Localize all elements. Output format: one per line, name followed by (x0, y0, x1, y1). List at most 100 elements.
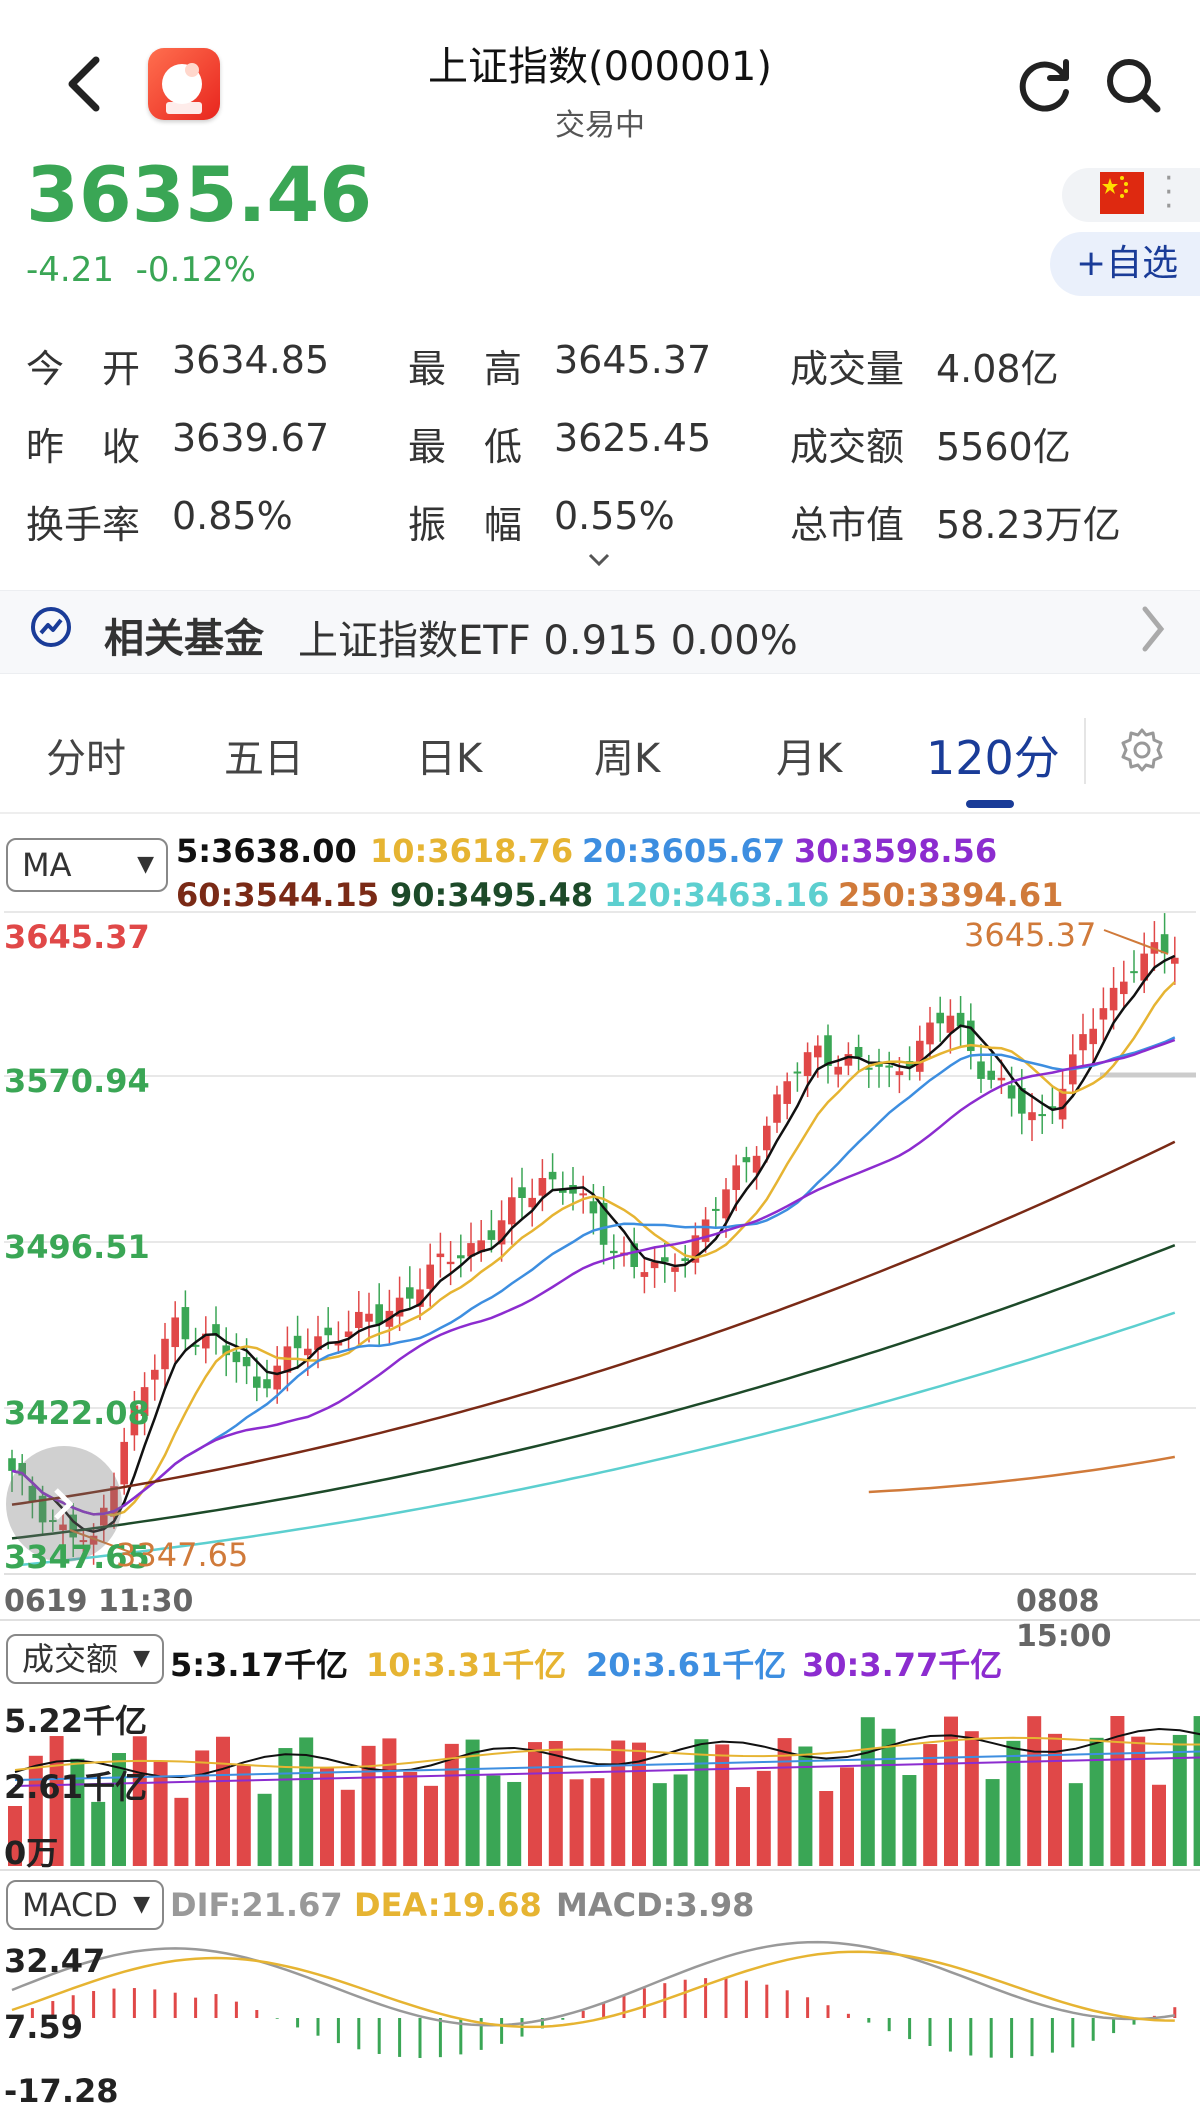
tab-2[interactable]: 日K (416, 736, 483, 782)
y-label-3: 3496.51 (4, 1228, 150, 1266)
tab-1[interactable]: 五日 (224, 736, 304, 782)
volume-bar (1131, 1736, 1146, 1866)
volume-bar (569, 1779, 584, 1866)
candle (1120, 981, 1128, 995)
candle (742, 1157, 751, 1163)
candle (242, 1356, 251, 1367)
candle (538, 1178, 547, 1196)
related-fund-bar[interactable] (0, 590, 1200, 674)
candle (865, 1067, 873, 1070)
candle (1028, 1112, 1036, 1121)
volume-bar (715, 1744, 730, 1866)
candle (191, 1344, 200, 1347)
volume-bar (985, 1779, 1000, 1866)
dropdown-caret-icon: ▼ (137, 852, 154, 877)
volume-bar (465, 1739, 480, 1866)
volume-bar (424, 1785, 438, 1866)
candle (1140, 953, 1148, 981)
candle (895, 1071, 904, 1076)
candle (671, 1267, 679, 1272)
ma-indicator-select[interactable]: MA ▼ (6, 838, 168, 892)
legend-item: 30:3.77千亿 (802, 1646, 1003, 1684)
candle (589, 1201, 598, 1214)
legend-item: DIF:21.67 (170, 1886, 343, 1924)
candle (528, 1197, 536, 1208)
volume-bar (278, 1748, 293, 1866)
macd-indicator-select[interactable]: MACD ▼ (6, 1880, 164, 1930)
app-logo-icon (162, 63, 202, 114)
candle (691, 1235, 700, 1263)
candle (1007, 1085, 1016, 1099)
volume-bar (902, 1775, 917, 1866)
candle (650, 1261, 659, 1269)
macd-indicator-label: MACD (22, 1886, 118, 1924)
candle (181, 1307, 190, 1340)
legend-item: 250:3394.61 (838, 876, 1064, 914)
candle (457, 1255, 465, 1259)
ma10-line (11, 981, 1176, 1517)
stat-value: 0.85% (172, 494, 293, 538)
search-button[interactable] (1102, 54, 1164, 116)
legend-item: 20:3.61千亿 (586, 1646, 787, 1684)
candle (824, 1035, 832, 1067)
change-value: -4.21 (26, 250, 114, 290)
chart-settings-button[interactable] (1118, 726, 1166, 774)
back-button[interactable] (62, 54, 106, 114)
candle (630, 1243, 638, 1268)
add-favorite-button[interactable]: +自选 (1050, 232, 1200, 296)
refresh-button[interactable] (1014, 54, 1076, 116)
candle (334, 1342, 343, 1346)
expand-chevron-icon[interactable] (587, 552, 611, 568)
ma20-line (11, 1036, 1176, 1516)
candle (854, 1046, 863, 1058)
volume-bar (1006, 1740, 1021, 1866)
tab-3[interactable]: 周K (594, 736, 661, 782)
stat-value: 3645.37 (554, 338, 712, 382)
ma60-line (11, 1140, 1176, 1506)
tab-5[interactable]: 120分 (926, 731, 1060, 785)
macd-y-mid: 7.59 (4, 2008, 83, 2046)
candle (977, 1061, 985, 1079)
candle (130, 1405, 139, 1436)
volume-bar (486, 1775, 501, 1866)
candle (1058, 1088, 1067, 1120)
candle (987, 1070, 995, 1080)
low-pointer-line (69, 1529, 131, 1553)
tab-0[interactable]: 分时 (46, 736, 126, 782)
current-price: 3635.46 (26, 150, 373, 239)
macd-dif-line (11, 1940, 1175, 2027)
more-dots-icon[interactable]: · · · (1164, 161, 1174, 224)
volume-bar (1152, 1784, 1166, 1866)
candle (395, 1297, 404, 1317)
kline-chart-area[interactable] (0, 812, 1200, 2121)
app-logo[interactable] (148, 48, 220, 120)
related-fund-name[interactable]: 上证指数ETF 0.915 0.00% (298, 618, 798, 664)
vol-ma10-line (14, 1736, 1200, 1771)
related-fund-title: 相关基金 (104, 616, 264, 662)
chevron-right-icon[interactable] (1140, 604, 1166, 654)
active-tab-indicator (966, 800, 1014, 808)
volume-bar (673, 1774, 688, 1866)
candle (59, 1524, 67, 1531)
vol-ma5-line (14, 1727, 1200, 1779)
tab-4[interactable]: 月K (776, 736, 843, 782)
volume-bar (507, 1781, 522, 1866)
candle (1079, 1034, 1087, 1051)
candle (140, 1387, 149, 1416)
volume-bar (153, 1761, 168, 1866)
china-flag-icon (1100, 172, 1144, 214)
volume-indicator-select[interactable]: 成交额 ▼ (6, 1634, 164, 1684)
candle (365, 1313, 373, 1322)
vol-ma30-line (14, 1756, 1200, 1787)
candle (763, 1125, 771, 1151)
volume-bar (1027, 1716, 1042, 1866)
time-start: 0619 11:30 (4, 1584, 194, 1619)
stat-label: 最 高 (408, 347, 523, 391)
candle (273, 1365, 281, 1390)
candle (1160, 934, 1169, 954)
candle (579, 1193, 587, 1196)
stat-label: 成交量 (790, 347, 905, 391)
volume-bar (403, 1771, 418, 1866)
candle (1038, 1114, 1046, 1117)
volume-bar (174, 1797, 189, 1866)
